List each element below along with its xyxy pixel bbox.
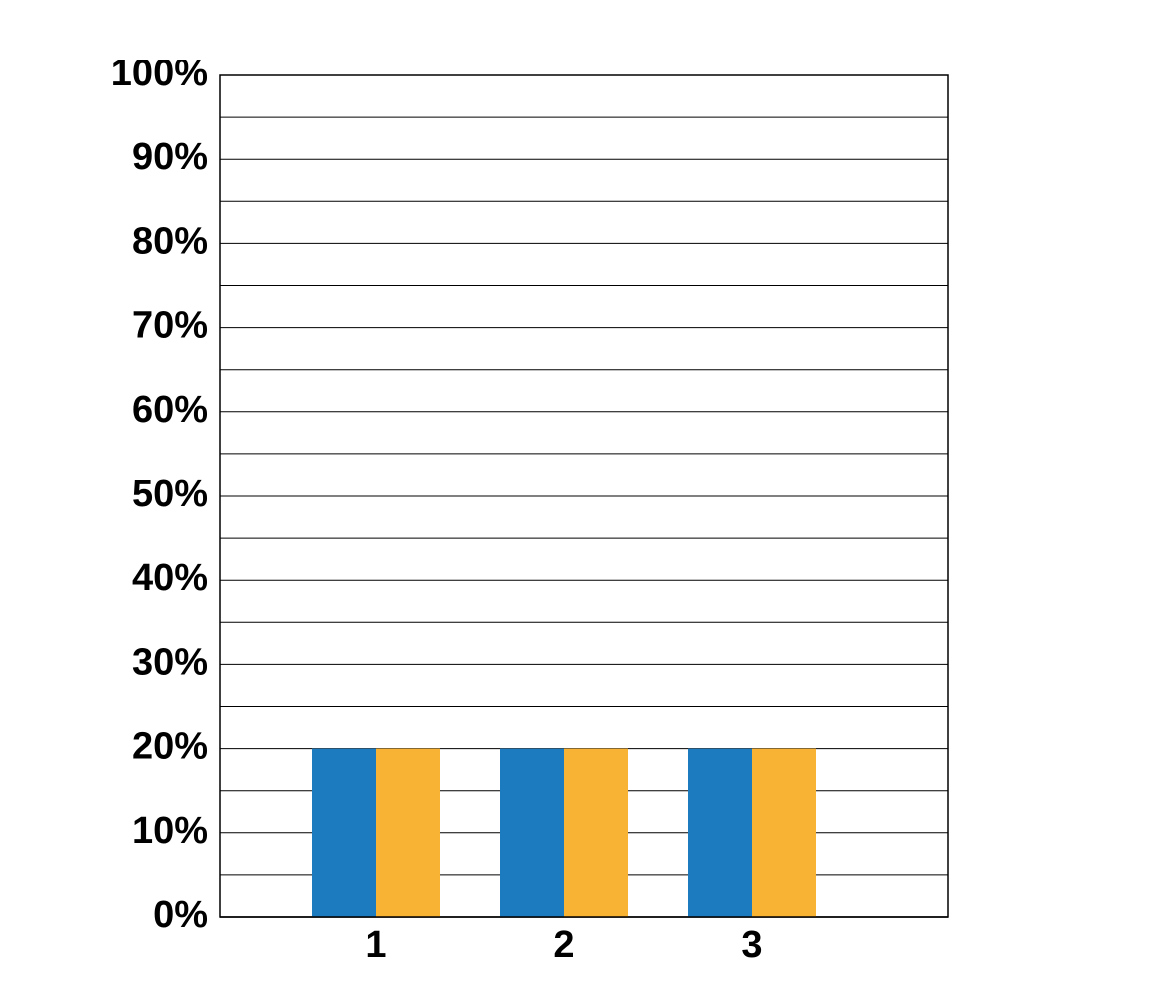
bar xyxy=(752,749,816,917)
x-tick-label: 2 xyxy=(553,924,574,966)
y-tick-label: 0% xyxy=(153,894,208,936)
x-tick-label: 1 xyxy=(365,924,386,966)
y-tick-label: 10% xyxy=(132,810,208,852)
bar xyxy=(564,749,628,917)
bar xyxy=(500,749,564,917)
y-tick-label: 90% xyxy=(132,136,208,178)
chart-svg: 0% 10% 20% 30% 40% 50% 60% 70% 80% 90% 100% 1 2 3 xyxy=(75,60,968,977)
y-tick-label: 60% xyxy=(132,389,208,431)
bar xyxy=(376,749,440,917)
bar-chart: 0% 10% 20% 30% 40% 50% 60% 70% 80% 90% 100% 1 2 3 xyxy=(75,60,968,982)
bar xyxy=(688,749,752,917)
y-tick-label: 100% xyxy=(111,60,208,94)
y-tick-label: 20% xyxy=(132,726,208,768)
y-tick-label: 80% xyxy=(132,220,208,262)
x-tick-label: 3 xyxy=(741,924,762,966)
bar xyxy=(312,749,376,917)
y-tick-label: 70% xyxy=(132,305,208,347)
y-tick-label: 30% xyxy=(132,641,208,683)
y-tick-label: 50% xyxy=(132,473,208,515)
y-tick-label: 40% xyxy=(132,557,208,599)
